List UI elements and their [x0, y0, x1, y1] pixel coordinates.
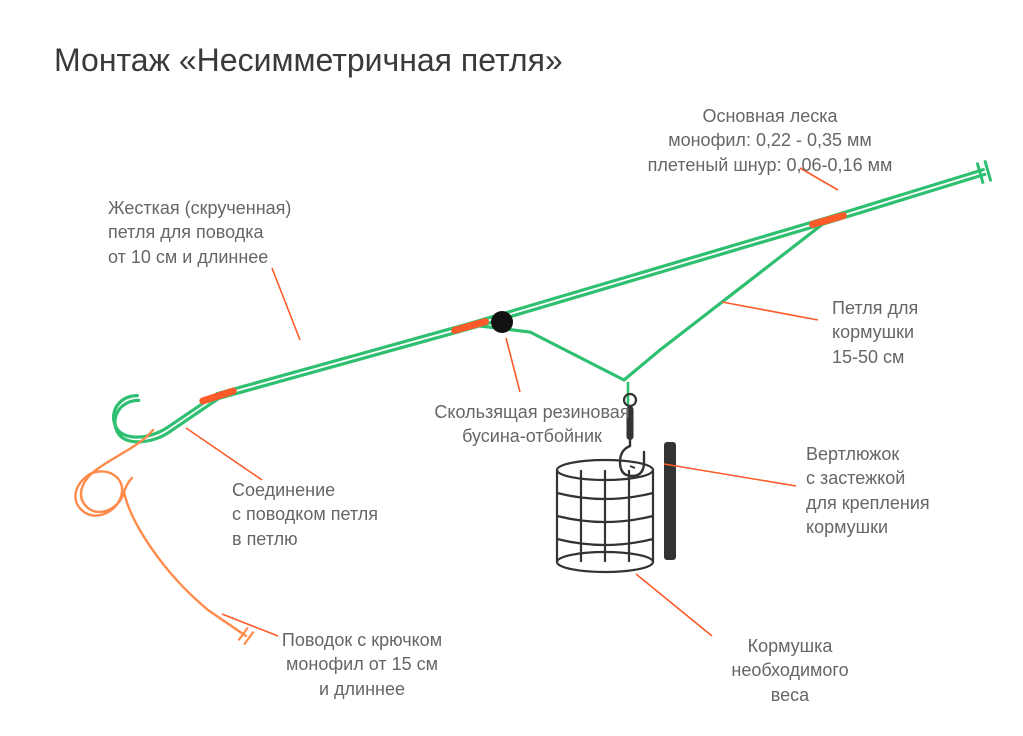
loop-lower-arm: [472, 220, 828, 380]
label-feeder-loop: Петля длякормушки15-50 см: [832, 296, 992, 369]
label-main-line-spec: Основная лескамонофил: 0,22 - 0,35 ммпле…: [610, 104, 930, 177]
label-bead: Скользящая резиноваябусина-отбойник: [402, 400, 662, 449]
leader: [75, 430, 253, 645]
knot: [455, 322, 486, 331]
diagram-stage: { "title": "Монтаж «Несимметричная петля…: [0, 0, 1023, 736]
knot: [203, 391, 233, 401]
label-leader-spec: Поводок с крючкоммонофил от 15 сми длинн…: [232, 628, 492, 701]
feeder-cage: [557, 442, 676, 572]
feeder-weight: [664, 442, 676, 560]
callout-line: [506, 338, 520, 392]
line-end-ticks: [977, 160, 991, 183]
bead: [491, 311, 513, 333]
label-twist-loop: Жесткая (скрученная)петля для поводкаот …: [108, 196, 368, 269]
callout-line: [272, 268, 300, 340]
knot: [813, 216, 844, 225]
callout-line: [664, 464, 796, 486]
callout-line: [722, 302, 818, 320]
callout-line: [636, 574, 712, 636]
label-feeder: Кормушканеобходимоговеса: [690, 634, 890, 707]
label-swivel: Вертлюжокс застежкойдля креплениякормушк…: [806, 442, 986, 539]
label-loop-to-loop: Соединениес поводком петляв петлю: [232, 478, 452, 551]
callout-line: [186, 428, 262, 480]
